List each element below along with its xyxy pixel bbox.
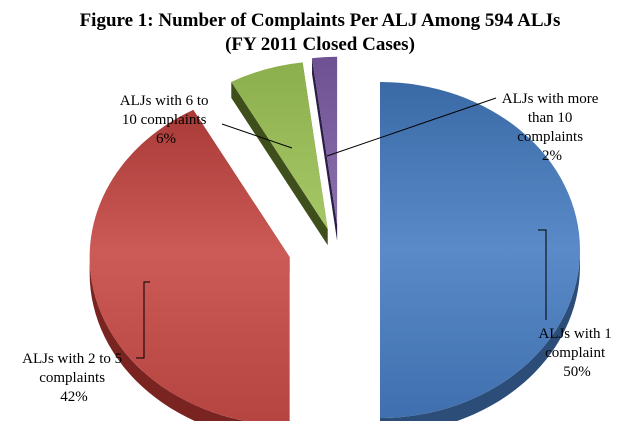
slice-label-more-than-10-line-1: ALJs with more [502,91,599,107]
leader-line-more-than-10-complaints [326,97,497,157]
slice-value-1-complaint: 50% [563,364,591,380]
pie-slices [89,56,580,421]
slice-edge-more-than-10-complaints-0 [312,58,338,241]
slice-label-more-than-10-complaints: ALJs with more than 10 complaints 2% [502,91,602,164]
slice-label-1-complaint-line-2: complaint [545,345,606,361]
leader-line-2-to-5-complaints [136,281,150,359]
slice-label-6-to-10-line-2: 10 complaints [122,112,207,128]
slice-label-1-complaint-line-1: ALJs with 1 [538,326,611,342]
slice-6-to-10-complaints [231,62,328,230]
leader-line-6-to-10-complaints [221,123,293,149]
slice-label-6-to-10-complaints: ALJs with 6 to 10 complaints 6% [120,93,213,147]
slice-label-6-to-10-line-1: ALJs with 6 to [120,93,209,109]
slice-label-2-to-5-line-2: complaints [39,370,105,386]
slice-label-2-to-5-complaints: ALJs with 2 to 5 complaints 42% [22,351,126,405]
slice-value-more-than-10-complaints: 2% [542,148,562,164]
slice-value-2-to-5-complaints: 42% [60,389,88,405]
leader-line-1-complaint [538,229,547,320]
slice-value-6-to-10-complaints: 6% [156,131,176,147]
slice-edge-6-to-10-complaints-0 [231,81,328,246]
slice-label-more-than-10-line-3: complaints [517,129,583,145]
slice-more-than-10-complaints [312,56,338,225]
slice-label-2-to-5-line-1: ALJs with 2 to 5 [22,351,122,367]
slice-label-more-than-10-line-2: than 10 [528,110,573,126]
slice-1-complaint [380,82,580,418]
chart-title: Figure 1: Number of Complaints Per ALJ A… [80,10,561,31]
slice-2-to-5-complaints [89,109,290,421]
chart-subtitle: (FY 2011 Closed Cases) [225,34,415,55]
slice-label-1-complaint: ALJs with 1 complaint 50% [538,326,615,380]
